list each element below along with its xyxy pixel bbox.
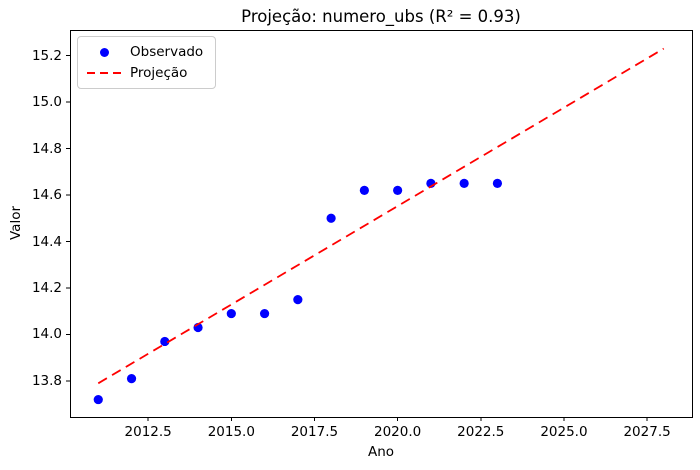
x-axis-label: Ano — [367, 444, 395, 460]
y-tick-label: 14.6 — [31, 187, 62, 204]
scatter-point — [160, 336, 170, 347]
chart-title: Projeção: numero_ubs (R² = 0.93) — [241, 7, 521, 26]
y-tick-label: 13.8 — [31, 372, 62, 389]
axes-frame — [70, 30, 693, 418]
scatter-point — [459, 178, 469, 189]
scatter-point — [359, 185, 369, 195]
y-tick-label: 14.4 — [31, 233, 62, 250]
x-tick-label: 2022.5 — [457, 424, 505, 440]
legend-item-projecao: Projeção — [86, 65, 203, 81]
scatter-point — [259, 308, 270, 319]
scatter-point — [126, 374, 137, 384]
dot-marker-icon — [86, 47, 122, 57]
scatter-point — [393, 185, 403, 195]
legend-item-observado: Observado — [86, 44, 203, 60]
trend-line — [97, 47, 665, 385]
x-tick-label: 2017.5 — [290, 424, 339, 440]
y-tick-label: 14.8 — [31, 140, 62, 157]
y-tick-label: 15.0 — [31, 94, 62, 111]
dashed-line-marker-icon — [86, 72, 122, 74]
scatter-point — [326, 213, 336, 223]
x-tick-label: 2012.5 — [124, 424, 172, 440]
legend-label-projecao: Projeção — [130, 65, 188, 81]
scatter-point — [492, 178, 503, 189]
x-tick-label: 2020.0 — [374, 424, 422, 440]
x-tick-label: 2025.0 — [540, 424, 588, 440]
legend-label-observado: Observado — [130, 44, 204, 60]
x-tick-label: 2027.5 — [623, 424, 671, 440]
scatter-point — [93, 394, 103, 405]
scatter-point — [293, 295, 303, 305]
y-tick-label: 15.2 — [31, 47, 62, 64]
y-tick-label: 14.0 — [31, 326, 62, 343]
scatter-point — [226, 308, 236, 319]
x-tick-label: 2015.0 — [207, 424, 255, 440]
y-tick-label: 14.2 — [31, 280, 62, 296]
y-axis-label: Valor — [8, 205, 24, 241]
legend: Observado Projeção — [77, 36, 217, 89]
